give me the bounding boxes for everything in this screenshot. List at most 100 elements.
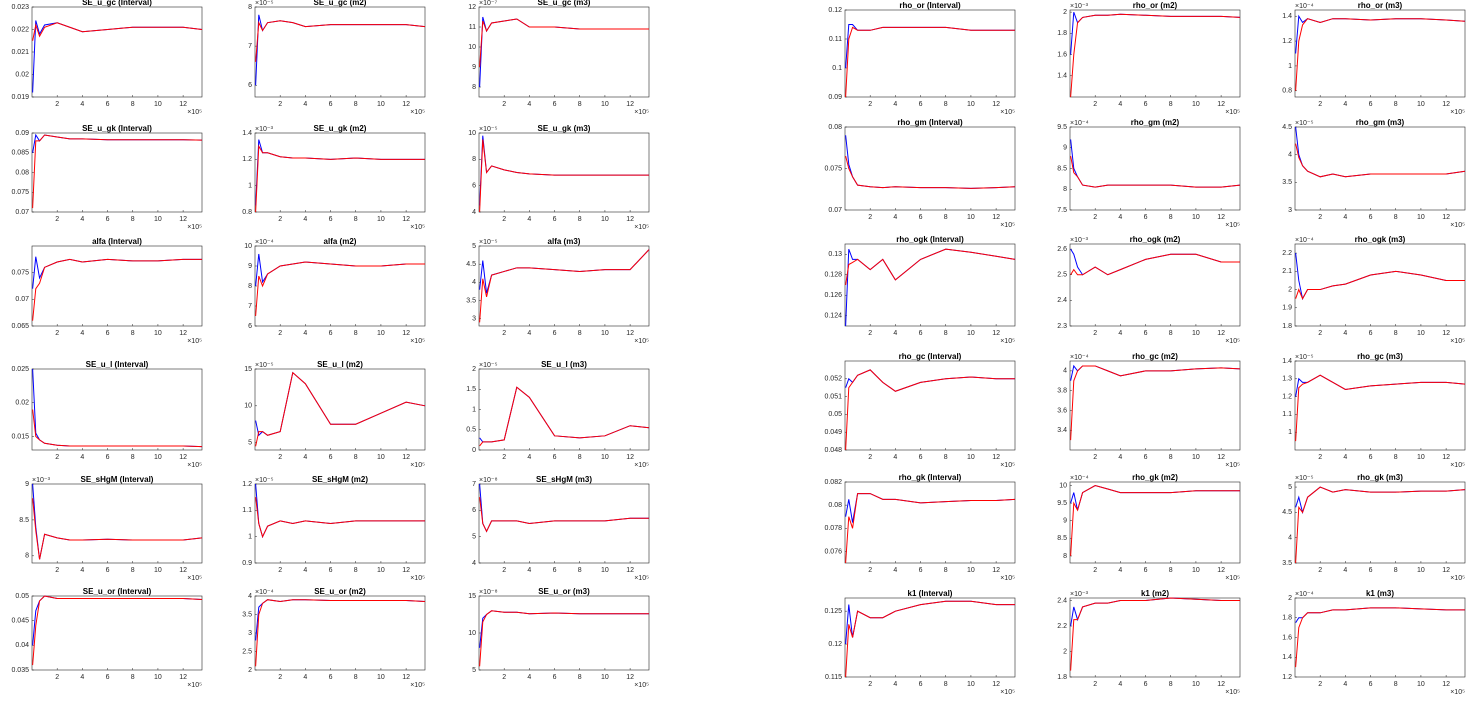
- subplot-title: SE_sHgM (Interval): [81, 475, 154, 484]
- x-exponent: ×10⁵: [1450, 338, 1465, 345]
- subplot-title: SE_u_l (m3): [541, 360, 587, 369]
- y-tick-label: 1.4: [1282, 358, 1292, 365]
- x-tick-label: 4: [893, 101, 897, 108]
- x-tick-label: 4: [527, 454, 531, 461]
- x-tick-label: 4: [1118, 101, 1122, 108]
- y-tick-label: 1.2: [242, 156, 252, 163]
- y-tick-label: 10: [468, 630, 476, 637]
- y-tick-label: 6: [248, 323, 252, 330]
- y-tick-label: 0.12: [828, 7, 842, 14]
- x-tick-label: 12: [992, 454, 1000, 461]
- x-tick-label: 4: [80, 674, 84, 681]
- y-tick-label: 0.115: [825, 674, 842, 681]
- x-tick-label: 8: [1169, 454, 1173, 461]
- x-tick-label: 10: [1417, 567, 1425, 574]
- subplot-title: SE_u_gc (Interval): [82, 0, 152, 7]
- y-tick-label: 5: [472, 667, 476, 674]
- x-tick-label: 10: [601, 567, 609, 574]
- x-tick-label: 6: [329, 216, 333, 223]
- y-tick-label: 6: [248, 82, 252, 89]
- series-line: [1295, 270, 1465, 300]
- subplot-title: alfa (m2): [324, 237, 357, 246]
- x-tick-label: 12: [1217, 214, 1225, 221]
- y-tick-label: 0.065: [11, 323, 29, 330]
- subplot-title: rho_gk (m2): [1132, 473, 1178, 482]
- x-tick-label: 4: [1118, 454, 1122, 461]
- y-exponent: ×10⁻⁵: [255, 477, 274, 484]
- y-tick-label: 0.02: [15, 400, 29, 407]
- series-line: [479, 386, 650, 447]
- series-line: [32, 22, 203, 41]
- y-tick-label: 5: [472, 534, 476, 541]
- y-tick-label: 15: [468, 593, 476, 600]
- x-exponent: ×10⁵: [410, 462, 425, 469]
- x-tick-label: 12: [402, 454, 410, 461]
- series-line: [479, 18, 649, 68]
- plot-frame: [31, 595, 203, 671]
- y-tick-label: 6: [472, 183, 476, 190]
- x-exponent: ×10⁵: [410, 109, 425, 116]
- x-tick-label: 6: [1369, 454, 1373, 461]
- x-tick-label: 4: [893, 454, 897, 461]
- series-line: [255, 599, 426, 667]
- x-tick-label: 2: [1318, 101, 1322, 108]
- x-tick-label: 8: [1169, 101, 1173, 108]
- subplot: SE_u_l (m3) 0 0.5 1 1.5 2 2 4 6 8 10 12 ×10⁻⁵ ×10⁵: [466, 360, 650, 469]
- subplot-title: SE_u_gk (Interval): [82, 124, 152, 133]
- y-tick-label: 3: [248, 630, 252, 637]
- subplot: rho_gk (m2) 8 8.5 9 9.5 10 2 4 6 8 10 12 ×10⁻⁴ ×10⁵: [1057, 473, 1241, 582]
- x-tick-label: 8: [131, 454, 135, 461]
- y-tick-label: 0.075: [824, 165, 842, 172]
- x-tick-label: 4: [1343, 567, 1347, 574]
- x-exponent: ×10⁵: [410, 338, 425, 345]
- y-tick-label: 0.051: [824, 393, 842, 400]
- plot-frame: [254, 368, 426, 451]
- y-tick-label: 0.045: [11, 618, 29, 625]
- x-exponent: ×10⁵: [634, 338, 649, 345]
- x-tick-label: 4: [303, 101, 307, 108]
- x-tick-label: 10: [154, 330, 162, 337]
- x-tick-label: 6: [1369, 214, 1373, 221]
- x-tick-label: 12: [1217, 567, 1225, 574]
- plot-frame: [1069, 597, 1241, 678]
- x-tick-label: 4: [893, 214, 897, 221]
- x-tick-label: 10: [377, 454, 385, 461]
- x-exponent: ×10⁵: [187, 109, 202, 116]
- series-line: [479, 610, 649, 667]
- subplot-title: alfa (Interval): [92, 237, 142, 246]
- x-tick-label: 12: [626, 330, 634, 337]
- y-tick-label: 0.025: [11, 366, 29, 373]
- y-exponent: ×10⁻⁵: [479, 362, 498, 369]
- x-tick-label: 10: [1192, 330, 1200, 337]
- y-tick-label: 2: [248, 667, 252, 674]
- plot-frame: [1294, 243, 1466, 327]
- plot-frame: [1294, 9, 1466, 98]
- x-tick-label: 2: [868, 101, 872, 108]
- x-exponent: ×10⁵: [187, 338, 202, 345]
- x-tick-label: 4: [527, 674, 531, 681]
- x-tick-label: 10: [601, 216, 609, 223]
- x-tick-label: 4: [303, 674, 307, 681]
- y-exponent: ×10⁻⁵: [479, 239, 498, 246]
- x-tick-label: 12: [179, 674, 187, 681]
- x-tick-label: 8: [131, 567, 135, 574]
- subplot: rho_gm (m2) 7.5 8 8.5 9 9.5 2 4 6 8 10 12 ×10⁻⁴ ×10⁵: [1057, 118, 1241, 229]
- x-tick-label: 4: [80, 454, 84, 461]
- y-tick-label: 7: [472, 481, 476, 488]
- x-tick-label: 4: [1118, 330, 1122, 337]
- series-line: [1070, 597, 1240, 671]
- y-exponent: ×10⁻³: [1070, 237, 1089, 244]
- y-tick-label: 4.5: [1282, 509, 1292, 516]
- y-tick-label: 1.2: [1282, 393, 1292, 400]
- y-tick-label: 0.07: [15, 209, 29, 216]
- y-tick-label: 4: [1288, 152, 1292, 159]
- x-tick-label: 2: [55, 216, 59, 223]
- x-tick-label: 2: [1093, 101, 1097, 108]
- x-exponent: ×10⁵: [634, 109, 649, 116]
- x-tick-label: 2: [1093, 681, 1097, 688]
- y-tick-label: 3.5: [242, 611, 252, 618]
- subplot-title: k1 (m3): [1366, 589, 1394, 598]
- plot-frame: [844, 126, 1016, 211]
- x-tick-label: 8: [578, 216, 582, 223]
- series-line: [1070, 155, 1241, 188]
